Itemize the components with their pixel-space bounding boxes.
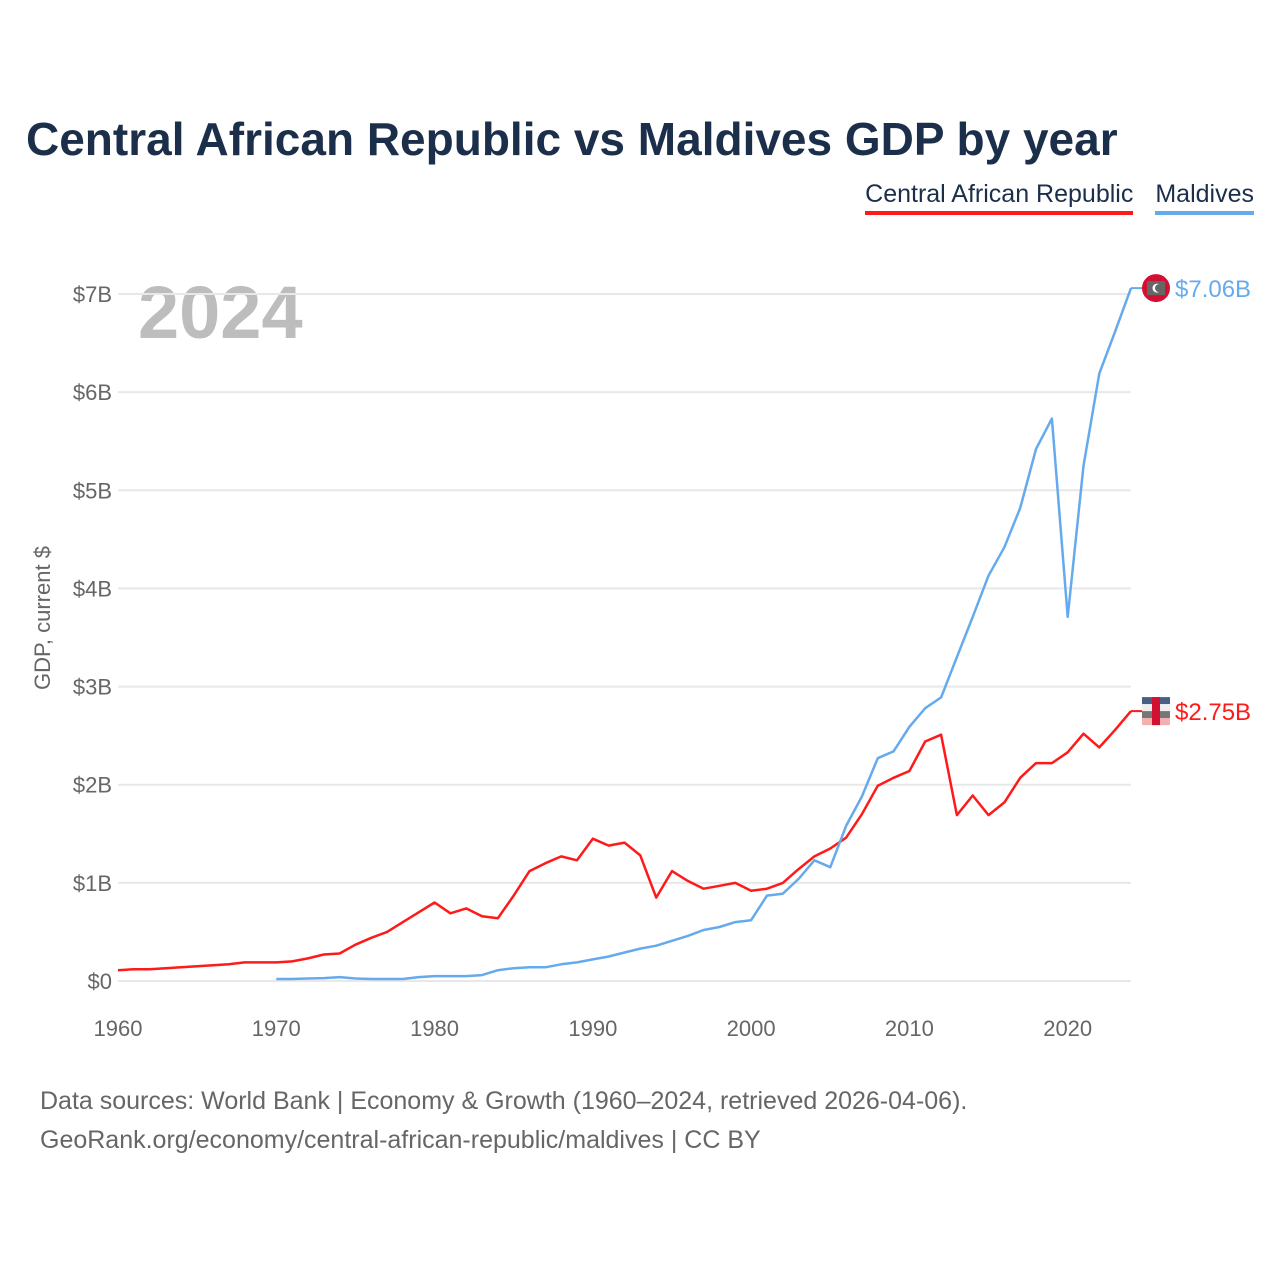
y-tick-label: $5B — [73, 478, 112, 503]
x-tick-label: 2010 — [885, 1016, 934, 1041]
x-tick-label: 1980 — [410, 1016, 459, 1041]
legend-item-central-african-republic[interactable]: Central African Republic — [865, 180, 1134, 215]
legend-item-maldives[interactable]: Maldives — [1155, 180, 1254, 215]
y-tick-label: $2B — [73, 773, 112, 798]
y-tick-label: $7B — [73, 282, 112, 307]
chart-title: Central African Republic vs Maldives GDP… — [26, 113, 1118, 165]
series-line-central-african-republic — [117, 710, 1132, 972]
y-axis-label: GDP, current $ — [30, 546, 55, 690]
end-value-label: $7.06B — [1175, 276, 1251, 303]
year-watermark: 2024 — [138, 271, 303, 354]
x-tick-label: 1970 — [252, 1016, 301, 1041]
line-chart: 2024 $0 $1B $2B $3B $4B $5B $6B $7B 1960 1970 1980 1… — [30, 271, 1251, 1041]
x-tick-label: 2000 — [727, 1016, 776, 1041]
y-tick-label: $3B — [73, 675, 112, 700]
x-tick-label: 1960 — [94, 1016, 143, 1041]
end-value-label: $2.75B — [1175, 699, 1251, 726]
footer: Data sources: World Bank | Economy & Gro… — [40, 1082, 967, 1160]
data-source-note: Data sources: World Bank | Economy & Gro… — [40, 1087, 968, 1115]
x-tick-label: 1990 — [568, 1016, 617, 1041]
legend: Central African Republic Maldives — [865, 180, 1254, 215]
series-line-maldives — [276, 287, 1133, 981]
source-url[interactable]: GeoRank.org/economy/central-african-repu… — [40, 1126, 761, 1154]
y-tick-label: $4B — [73, 576, 112, 601]
x-tick-label: 2020 — [1043, 1016, 1092, 1041]
flag-band-red — [1152, 697, 1160, 726]
y-tick-label: $6B — [73, 380, 112, 405]
maldives-flag-crescent-cut — [1155, 284, 1163, 293]
y-tick-label: $0 — [88, 969, 112, 994]
y-tick-label: $1B — [73, 871, 112, 896]
